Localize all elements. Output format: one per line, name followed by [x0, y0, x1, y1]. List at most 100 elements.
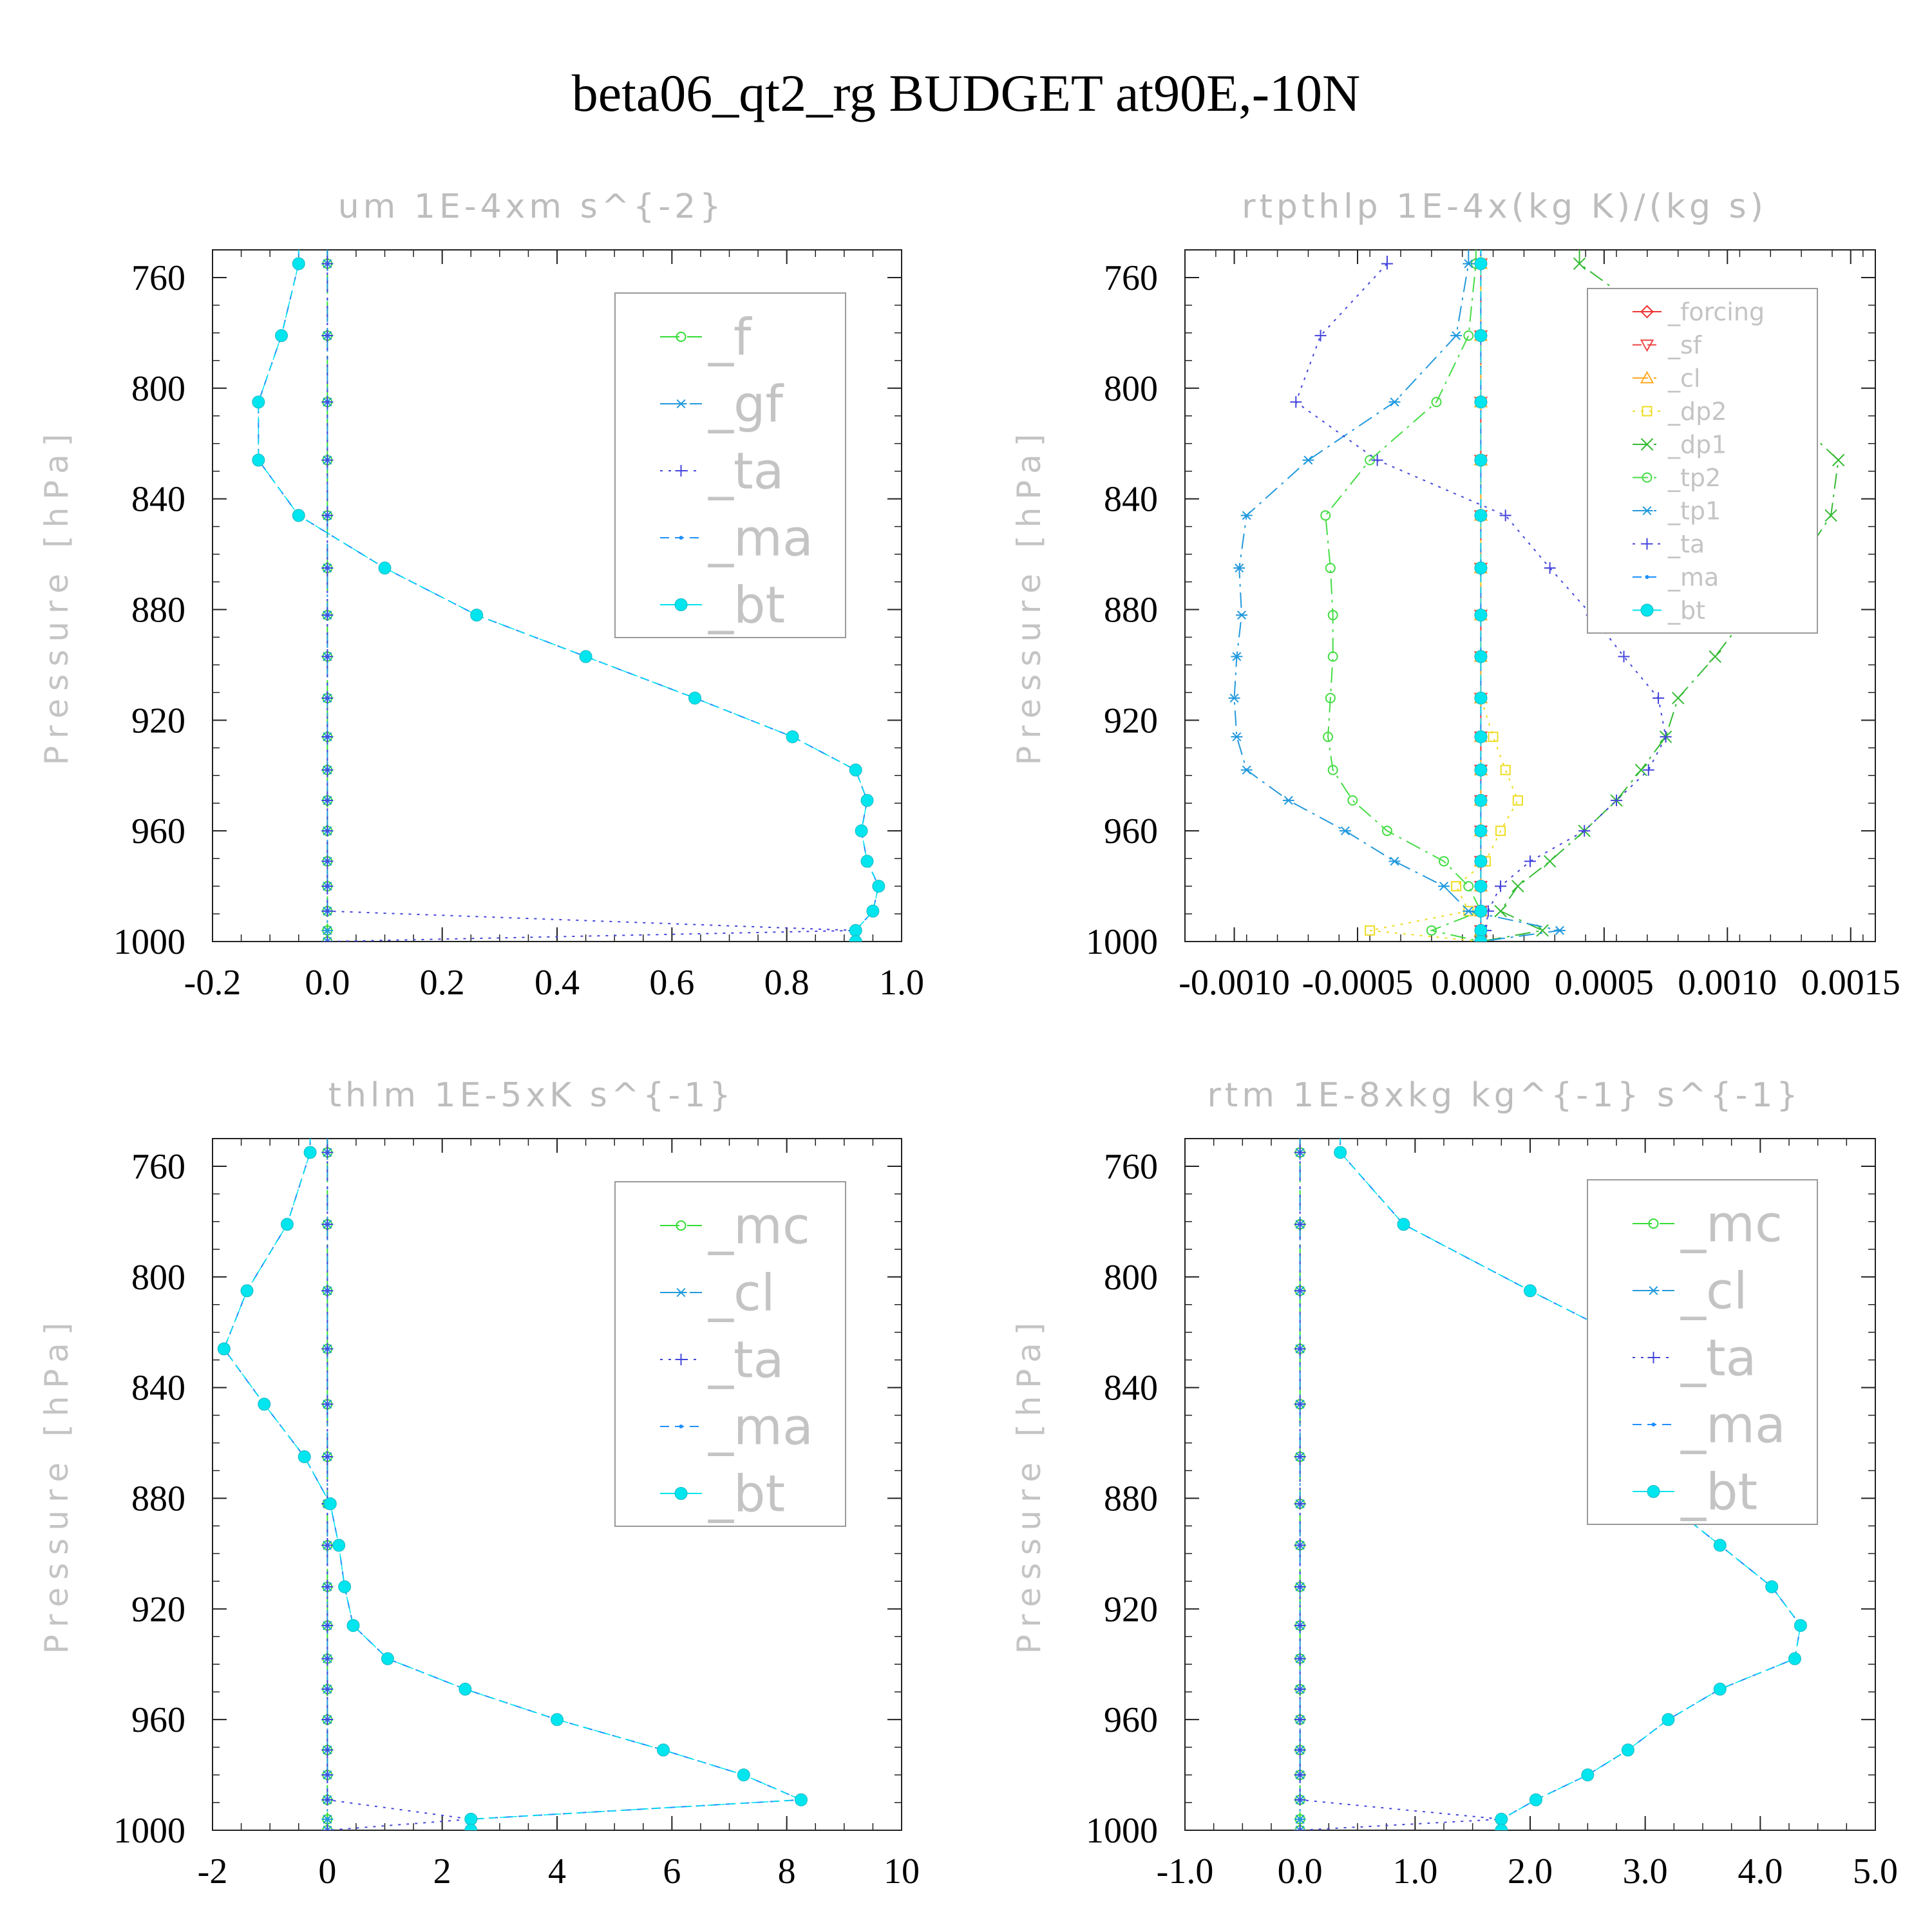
- y-tick-label: 760: [1104, 1147, 1158, 1187]
- y-axis-label: Pressure [hPa]: [1010, 426, 1048, 766]
- data-point: [332, 1539, 346, 1552]
- data-point: [1381, 826, 1392, 837]
- data-point: [1397, 1218, 1410, 1231]
- legend-swatch-marker: [676, 332, 687, 342]
- y-tick-label: 960: [131, 811, 185, 851]
- data-point: [1832, 453, 1845, 467]
- x-tick-label: -0.0005: [1302, 963, 1414, 1003]
- x-tick-label: 4.0: [1738, 1852, 1783, 1891]
- legend-swatch-marker: [1641, 538, 1653, 550]
- series-line: [1325, 250, 1482, 942]
- data-point: [1474, 824, 1488, 838]
- data-point: [855, 824, 868, 838]
- y-tick-label: 960: [131, 1700, 185, 1740]
- legend-box: [614, 292, 846, 638]
- data-point: [1463, 330, 1474, 341]
- data-point: [321, 936, 334, 942]
- y-tick-label: 920: [1104, 701, 1158, 741]
- data-point: [321, 396, 334, 408]
- legend-swatch-marker: [1640, 438, 1654, 451]
- data-point: [1495, 880, 1507, 893]
- y-tick-label: 840: [1104, 480, 1158, 520]
- data-point: [321, 880, 334, 893]
- legend-label: _sf: [1667, 331, 1703, 359]
- data-point: [1474, 855, 1488, 868]
- y-tick-label: 760: [1104, 258, 1158, 298]
- y-tick-label: 800: [1104, 369, 1158, 409]
- data-point: [1426, 925, 1437, 936]
- legend-swatch-marker: [1648, 1218, 1659, 1229]
- data-point: [321, 1794, 334, 1806]
- x-tick-label: 0.0: [1278, 1852, 1323, 1891]
- data-point: [1660, 731, 1672, 743]
- legend-label: _ta: [1667, 530, 1705, 558]
- data-point: [275, 329, 288, 343]
- legend-swatch-marker: [1647, 1352, 1660, 1363]
- data-point: [1512, 795, 1523, 806]
- data-point: [321, 1285, 334, 1297]
- data-point: [321, 1714, 334, 1726]
- legend-label: _ma: [1680, 1396, 1786, 1454]
- legend-swatch-marker: [1645, 575, 1649, 579]
- y-tick-label: 840: [131, 1368, 185, 1408]
- data-point: [321, 258, 334, 270]
- panels: um 1E-4xm s^{-2} Pressure [hPa] -0.2 0.0 0.2…: [38, 187, 1900, 1891]
- data-point: [321, 509, 334, 522]
- data-point: [786, 730, 799, 744]
- legend-label: _dp1: [1667, 430, 1727, 459]
- legend-swatch-marker: [1642, 472, 1653, 483]
- legend-label: _ta: [708, 442, 784, 500]
- data-point: [321, 454, 334, 466]
- legend-label: _mc: [708, 1197, 810, 1255]
- data-point: [338, 1580, 352, 1593]
- data-point: [1642, 764, 1654, 776]
- panel-title: um 1E-4xm s^{-2}: [338, 187, 725, 226]
- series-group: [252, 250, 886, 942]
- data-point: [1653, 692, 1665, 704]
- data-point: [321, 1814, 334, 1824]
- series-line: [1369, 250, 1519, 942]
- legend-label: _ma: [1667, 563, 1719, 591]
- data-point: [1524, 855, 1536, 867]
- panel-title: rtpthlp 1E-4x(kg K)/(kg s): [1242, 187, 1767, 226]
- data-point: [1474, 923, 1488, 937]
- data-point: [321, 855, 334, 867]
- legend-label: _cl: [708, 1264, 775, 1322]
- y-tick-label: 1000: [113, 1811, 185, 1851]
- data-point: [292, 257, 305, 270]
- data-point: [1294, 1794, 1306, 1806]
- data-point: [470, 609, 484, 622]
- data-point: [1294, 1580, 1306, 1593]
- legend-swatch-marker: [674, 1487, 688, 1500]
- data-point: [1495, 826, 1506, 837]
- data-point: [1474, 395, 1488, 409]
- x-tick-label: 2.0: [1508, 1852, 1553, 1891]
- x-tick-label: 3.0: [1623, 1852, 1668, 1891]
- data-point: [1611, 794, 1622, 806]
- series-line: [327, 1139, 471, 1830]
- legend-label: _cl: [1680, 1262, 1748, 1320]
- legend-swatch-marker: [1651, 1423, 1656, 1426]
- data-point: [1474, 763, 1488, 777]
- data-point: [1573, 257, 1586, 270]
- data-point: [321, 692, 334, 704]
- data-point: [321, 562, 334, 574]
- data-point: [1365, 925, 1376, 936]
- data-point: [860, 855, 874, 868]
- data-point: [1709, 650, 1721, 663]
- data-point: [1294, 1683, 1306, 1695]
- data-point: [1544, 562, 1556, 574]
- data-point: [323, 1497, 337, 1511]
- panel-title: thlm 1E-5xK s^{-1}: [328, 1076, 735, 1115]
- data-point: [464, 1824, 478, 1830]
- y-tick-label: 840: [131, 480, 185, 520]
- data-point: [1231, 732, 1243, 742]
- y-tick-label: 800: [131, 369, 185, 409]
- y-tick-label: 1000: [113, 922, 185, 962]
- panel-title: rtm 1E-8xkg kg^{-1} s^{-1}: [1207, 1076, 1801, 1115]
- data-point: [1511, 880, 1524, 893]
- legend-swatch-marker: [1647, 1485, 1660, 1498]
- x-tick-label: -0.0010: [1179, 963, 1290, 1003]
- x-tick-label: 8: [778, 1852, 796, 1891]
- data-point: [849, 923, 862, 937]
